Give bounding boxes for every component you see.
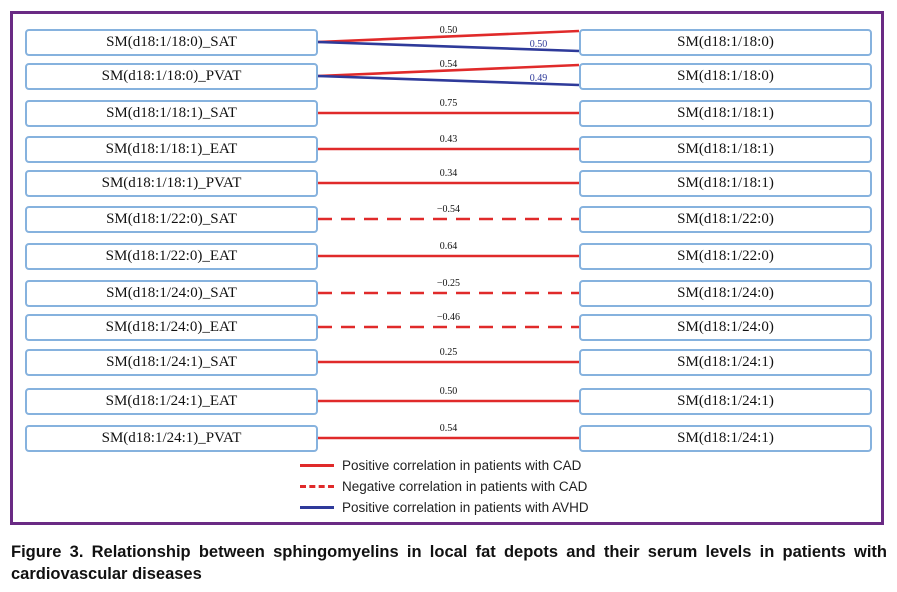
node-label: SM(d18:1/18:0)_PVAT <box>101 67 242 84</box>
legend-label: Negative correlation in patients with CA… <box>342 479 588 494</box>
node-label: SM(d18:1/24:1)_PVAT <box>101 429 242 446</box>
node-label: SM(d18:1/18:1)_EAT <box>105 140 238 157</box>
serum-node: SM(d18:1/24:1) <box>579 424 872 452</box>
node-label: SM(d18:1/24:0) <box>677 318 774 335</box>
node-label: SM(d18:1/22:0)_EAT <box>105 247 238 264</box>
fat-depot-node: SM(d18:1/22:0)_EAT <box>25 242 318 270</box>
node-label: SM(d18:1/24:1) <box>677 353 774 370</box>
serum-node: SM(d18:1/18:0) <box>579 62 872 90</box>
figure-caption: Figure 3. Relationship between sphingomy… <box>11 543 887 583</box>
node-label: SM(d18:1/22:0) <box>677 247 774 264</box>
positive-cad-line <box>317 63 580 78</box>
legend-swatch-solid-blue <box>300 506 334 509</box>
serum-node: SM(d18:1/18:1) <box>579 135 872 163</box>
node-label: SM(d18:1/18:1)_PVAT <box>101 174 242 191</box>
correlation-value-label: 0.54 <box>440 423 458 434</box>
legend-label: Positive correlation in patients with AV… <box>342 500 589 515</box>
serum-node: SM(d18:1/18:1) <box>579 169 872 197</box>
node-label: SM(d18:1/18:1) <box>677 174 774 191</box>
correlation-value-label: 0.25 <box>440 347 458 358</box>
correlation-value-label: 0.34 <box>440 168 458 179</box>
fat-depot-node: SM(d18:1/24:1)_EAT <box>25 387 318 415</box>
correlation-value-label: 0.49 <box>530 73 548 84</box>
node-label: SM(d18:1/24:1) <box>677 429 774 446</box>
node-label: SM(d18:1/24:1)_EAT <box>105 392 238 409</box>
node-label: SM(d18:1/18:0)_SAT <box>106 33 237 50</box>
fat-depot-node: SM(d18:1/18:0)_PVAT <box>25 62 318 90</box>
correlation-value-label: 0.54 <box>440 59 458 70</box>
positive-avhd-line <box>317 40 580 53</box>
serum-node: SM(d18:1/22:0) <box>579 205 872 233</box>
fat-depot-node: SM(d18:1/24:1)_PVAT <box>25 424 318 452</box>
node-label: SM(d18:1/18:0) <box>677 33 774 50</box>
fat-depot-node: SM(d18:1/22:0)_SAT <box>25 205 318 233</box>
node-label: SM(d18:1/18:1) <box>677 140 774 157</box>
fat-depot-node: SM(d18:1/18:1)_SAT <box>25 99 318 127</box>
correlation-value-label: −0.46 <box>437 312 460 323</box>
node-label: SM(d18:1/24:1) <box>677 392 774 409</box>
legend-swatch-dashed-red <box>300 485 334 488</box>
node-label: SM(d18:1/22:0) <box>677 210 774 227</box>
serum-node: SM(d18:1/24:1) <box>579 348 872 376</box>
legend-item-positive-cad: Positive correlation in patients with CA… <box>300 458 581 473</box>
serum-node: SM(d18:1/22:0) <box>579 242 872 270</box>
node-label: SM(d18:1/24:0) <box>677 284 774 301</box>
legend-label: Positive correlation in patients with CA… <box>342 458 582 473</box>
fat-depot-node: SM(d18:1/24:1)_SAT <box>25 348 318 376</box>
node-label: SM(d18:1/18:1)_SAT <box>106 104 237 121</box>
positive-cad-line <box>317 29 580 44</box>
legend-swatch-solid-red <box>300 464 334 467</box>
node-label: SM(d18:1/24:0)_SAT <box>106 284 237 301</box>
serum-node: SM(d18:1/24:0) <box>579 313 872 341</box>
correlation-value-label: 0.75 <box>440 98 458 109</box>
correlation-value-label: 0.43 <box>440 134 458 145</box>
correlation-value-label: −0.25 <box>437 278 460 289</box>
correlation-value-label: 0.64 <box>440 241 458 252</box>
correlation-value-label: 0.50 <box>440 25 458 36</box>
node-label: SM(d18:1/18:0) <box>677 67 774 84</box>
fat-depot-node: SM(d18:1/18:1)_PVAT <box>25 169 318 197</box>
serum-node: SM(d18:1/24:0) <box>579 279 872 307</box>
node-label: SM(d18:1/24:0)_EAT <box>105 318 238 335</box>
figure-frame <box>10 11 884 525</box>
fat-depot-node: SM(d18:1/18:0)_SAT <box>25 28 318 56</box>
legend-item-positive-avhd: Positive correlation in patients with AV… <box>300 500 589 515</box>
fat-depot-node: SM(d18:1/24:0)_EAT <box>25 313 318 341</box>
fat-depot-node: SM(d18:1/24:0)_SAT <box>25 279 318 307</box>
correlation-value-label: 0.50 <box>440 386 458 397</box>
correlation-value-label: −0.54 <box>437 204 460 215</box>
serum-node: SM(d18:1/24:1) <box>579 387 872 415</box>
legend-item-negative-cad: Negative correlation in patients with CA… <box>300 479 587 494</box>
node-label: SM(d18:1/22:0)_SAT <box>106 210 237 227</box>
node-label: SM(d18:1/24:1)_SAT <box>106 353 237 370</box>
node-label: SM(d18:1/18:1) <box>677 104 774 121</box>
serum-node: SM(d18:1/18:1) <box>579 99 872 127</box>
correlation-value-label: 0.50 <box>530 39 548 50</box>
serum-node: SM(d18:1/18:0) <box>579 28 872 56</box>
positive-avhd-line <box>317 74 580 87</box>
fat-depot-node: SM(d18:1/18:1)_EAT <box>25 135 318 163</box>
